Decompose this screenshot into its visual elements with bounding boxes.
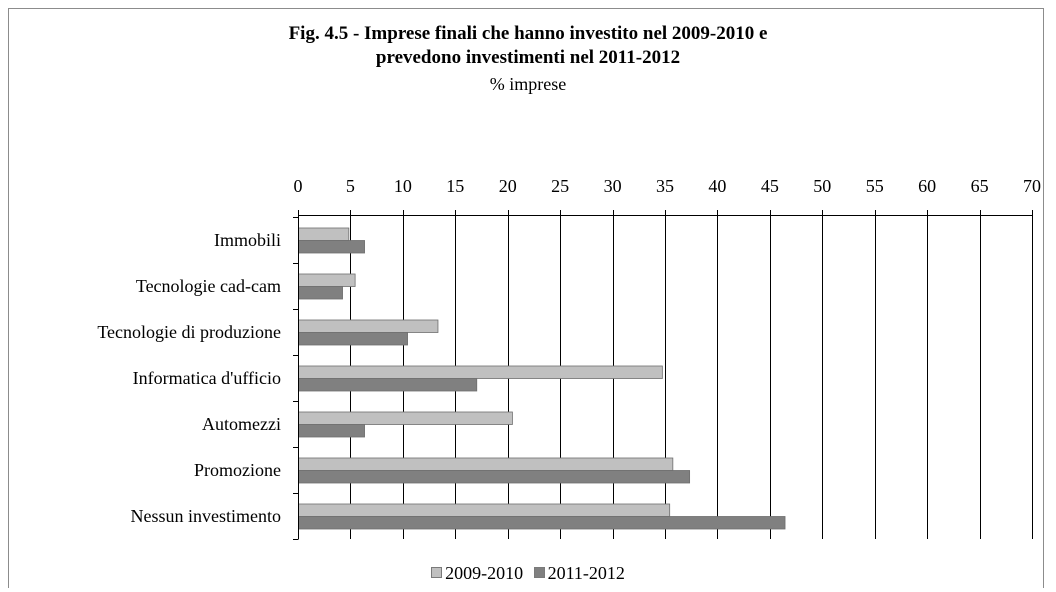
category-label: Nessun investimento — [131, 506, 282, 526]
bar-2009-2010-6 — [298, 503, 671, 517]
x-tick-label: 70 — [1023, 176, 1041, 196]
category-label: Immobili — [214, 230, 281, 250]
legend-swatch-2009-2010 — [431, 567, 443, 578]
bar-2011-2012-0 — [298, 240, 365, 254]
x-tick-label: 20 — [499, 176, 517, 196]
chart-subtitle: % imprese — [489, 74, 567, 94]
legend: 2009-2010 2011-2012 — [0, 561, 1056, 584]
legend-swatch-2011-2012 — [533, 567, 545, 578]
x-tick-label: 55 — [866, 176, 884, 196]
x-tick-label: 10 — [394, 176, 412, 196]
bar-2011-2012-6 — [298, 516, 786, 530]
axes — [293, 210, 1033, 540]
legend-item-2011-2012: 2011-2012 — [533, 562, 625, 584]
bar-2011-2012-4 — [298, 424, 365, 438]
category-label: Informatica d'ufficio — [133, 368, 281, 388]
bar-2011-2012-1 — [298, 286, 343, 300]
category-label: Automezzi — [202, 414, 281, 434]
bar-2011-2012-5 — [298, 470, 691, 484]
chart-title: Fig. 4.5 - Imprese finali che hanno inve… — [288, 23, 768, 68]
bar-2011-2012-3 — [298, 378, 478, 392]
bar-2009-2010-1 — [298, 273, 356, 287]
x-tick-label: 65 — [971, 176, 989, 196]
x-tick-label: 35 — [656, 176, 674, 196]
bar-2009-2010-0 — [298, 227, 350, 241]
x-tick-label: 5 — [346, 176, 355, 196]
category-labels: Immobili Tecnologie cad-cam Tecnologie di … — [97, 230, 281, 526]
legend-label-2009-2010: 2009-2010 — [445, 562, 524, 583]
x-tick-label: 45 — [761, 176, 779, 196]
x-tick-label: 60 — [918, 176, 936, 196]
category-label: Promozione — [194, 460, 281, 480]
x-tick-label: 15 — [446, 176, 464, 196]
category-label: Tecnologie cad-cam — [136, 276, 281, 296]
bars — [298, 227, 786, 530]
bar-2009-2010-2 — [298, 319, 439, 333]
x-tick-label: 50 — [813, 176, 831, 196]
x-tick-label: 25 — [551, 176, 569, 196]
x-tick-label: 40 — [708, 176, 726, 196]
chart-frame — [8, 8, 1044, 588]
x-tick-label: 30 — [604, 176, 622, 196]
bar-2009-2010-4 — [298, 411, 513, 425]
bar-2011-2012-2 — [298, 332, 408, 346]
legend-item-2009-2010: 2009-2010 — [431, 562, 523, 584]
legend-label-2011-2012: 2011-2012 — [547, 562, 625, 583]
x-tick-label: 0 — [294, 176, 303, 196]
bar-2009-2010-5 — [298, 457, 674, 471]
title-block: Fig. 4.5 - Imprese finali che hanno inve… — [0, 22, 1056, 96]
x-axis-ticks: 0 5 10 15 20 25 30 35 40 45 50 55 60 65 70 — [294, 176, 1041, 215]
category-label: Tecnologie di produzione — [97, 322, 281, 342]
bar-2009-2010-3 — [298, 365, 663, 379]
